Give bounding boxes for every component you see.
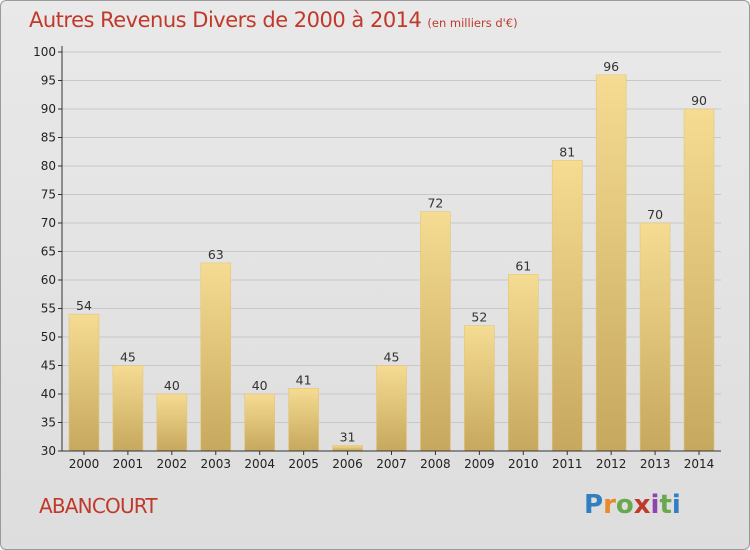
chart-title: Autres Revenus Divers de 2000 à 2014 — [29, 8, 422, 32]
x-tick-label: 2002 — [157, 457, 188, 471]
bar-value-label: 45 — [120, 350, 136, 365]
bar-value-label: 61 — [515, 258, 531, 273]
chart-subtitle: (en milliers d'€) — [427, 16, 518, 30]
bar — [595, 74, 627, 452]
bar — [200, 262, 232, 452]
y-tick-label: 60 — [41, 273, 56, 287]
bar — [156, 393, 188, 452]
title-row: Autres Revenus Divers de 2000 à 2014 (en … — [29, 8, 518, 32]
axes — [58, 46, 721, 455]
x-tick-label: 2000 — [69, 457, 100, 471]
x-tick-label: 2003 — [200, 457, 231, 471]
y-tick-label: 95 — [41, 74, 56, 88]
commune-name: ABANCOURT — [39, 494, 158, 518]
bar-value-label: 72 — [427, 196, 443, 211]
x-tick-label: 2012 — [596, 457, 627, 471]
bar — [639, 222, 671, 452]
bar-value-label: 90 — [691, 93, 707, 108]
bar — [288, 387, 319, 452]
bar-value-label: 41 — [296, 372, 312, 387]
y-tick-label: 80 — [41, 159, 56, 173]
bar — [551, 160, 583, 452]
x-tick-label: 2007 — [376, 457, 407, 471]
y-tick-label: 55 — [41, 302, 56, 316]
y-tick-label: 65 — [41, 245, 56, 259]
y-tick-label: 40 — [41, 387, 56, 401]
bar — [244, 393, 275, 452]
y-tick-label: 50 — [41, 330, 56, 344]
bar — [332, 444, 363, 452]
bar-value-label: 40 — [252, 378, 268, 393]
bar-value-label: 45 — [384, 350, 400, 365]
x-tick-label: 2008 — [420, 457, 451, 471]
x-tick-label: 2006 — [332, 457, 363, 471]
bar — [376, 365, 407, 452]
y-tick-label: 75 — [41, 188, 56, 202]
y-tick-label: 90 — [41, 102, 56, 116]
labels: 30 35 40 45 50 55 60 65 70 75 80 85 90 95 100 54 2000 45 2… — [33, 45, 714, 471]
proxiti-logo: Proxiti — [584, 490, 681, 520]
y-tick-label: 35 — [41, 416, 56, 430]
bar-value-label: 96 — [603, 59, 619, 74]
bar-value-label: 31 — [340, 429, 356, 444]
x-tick-label: 2011 — [552, 457, 583, 471]
x-tick-label: 2013 — [640, 457, 671, 471]
bar — [112, 365, 144, 452]
bar-value-label: 70 — [647, 207, 663, 222]
x-tick-label: 2014 — [684, 457, 715, 471]
y-tick-label: 85 — [41, 131, 56, 145]
y-tick-label: 70 — [41, 216, 56, 230]
bar — [507, 273, 539, 452]
bar — [68, 313, 100, 452]
x-tick-label: 2009 — [464, 457, 495, 471]
x-tick-label: 2010 — [508, 457, 539, 471]
x-tick-label: 2004 — [244, 457, 275, 471]
bars — [68, 74, 715, 452]
x-tick-label: 2005 — [288, 457, 319, 471]
bar-value-label: 40 — [164, 378, 180, 393]
y-tick-label: 45 — [41, 359, 56, 373]
bar-value-label: 81 — [559, 144, 575, 159]
bar-value-label: 63 — [208, 247, 224, 262]
bar-value-label: 54 — [76, 298, 92, 313]
bar — [420, 211, 451, 452]
bar-value-label: 52 — [471, 310, 487, 325]
bar — [683, 108, 715, 452]
y-tick-label: 100 — [33, 45, 56, 59]
x-tick-label: 2001 — [113, 457, 144, 471]
bar — [464, 325, 495, 452]
y-tick-label: 30 — [41, 444, 56, 458]
